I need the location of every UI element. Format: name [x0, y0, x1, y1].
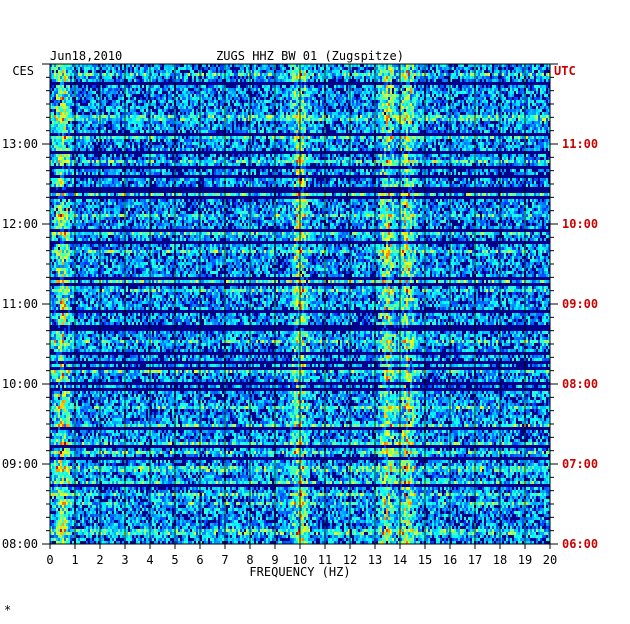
x-tick-label-19: 19 — [518, 553, 532, 567]
x-tick-label-6: 6 — [196, 553, 203, 567]
right-time-label-10:00: 10:00 — [562, 217, 598, 231]
left-time-label-10:00: 10:00 — [2, 377, 38, 391]
x-tick-label-2: 2 — [96, 553, 103, 567]
station-title: ZUGS HHZ BW 01 (Zugspitze) — [216, 49, 404, 63]
right-time-label-06:00: 06:00 — [562, 537, 598, 551]
x-tick-label-20: 20 — [543, 553, 557, 567]
right-time-label-11:00: 11:00 — [562, 137, 598, 151]
x-tick-label-17: 17 — [468, 553, 482, 567]
left-time-label-11:00: 11:00 — [2, 297, 38, 311]
x-tick-label-15: 15 — [418, 553, 432, 567]
x-tick-label-7: 7 — [221, 553, 228, 567]
left-time-label-12:00: 12:00 — [2, 217, 38, 231]
left-time-label-09:00: 09:00 — [2, 457, 38, 471]
x-tick-label-4: 4 — [146, 553, 153, 567]
x-tick-label-5: 5 — [171, 553, 178, 567]
right-time-label-07:00: 07:00 — [562, 457, 598, 471]
x-tick-label-13: 13 — [368, 553, 382, 567]
x-tick-label-3: 3 — [121, 553, 128, 567]
left-timezone-label: CES — [12, 64, 34, 78]
right-time-label-09:00: 09:00 — [562, 297, 598, 311]
left-time-label-13:00: 13:00 — [2, 137, 38, 151]
x-axis-label: FREQUENCY (HZ) — [249, 565, 350, 579]
right-time-label-08:00: 08:00 — [562, 377, 598, 391]
x-tick-label-1: 1 — [71, 553, 78, 567]
date-label: Jun18,2010 — [50, 49, 122, 63]
footer-mark: * — [4, 603, 11, 617]
x-tick-label-18: 18 — [493, 553, 507, 567]
left-time-label-08:00: 08:00 — [2, 537, 38, 551]
x-tick-label-0: 0 — [46, 553, 53, 567]
x-tick-label-14: 14 — [393, 553, 407, 567]
right-timezone-label: UTC — [554, 64, 576, 78]
x-tick-label-16: 16 — [443, 553, 457, 567]
